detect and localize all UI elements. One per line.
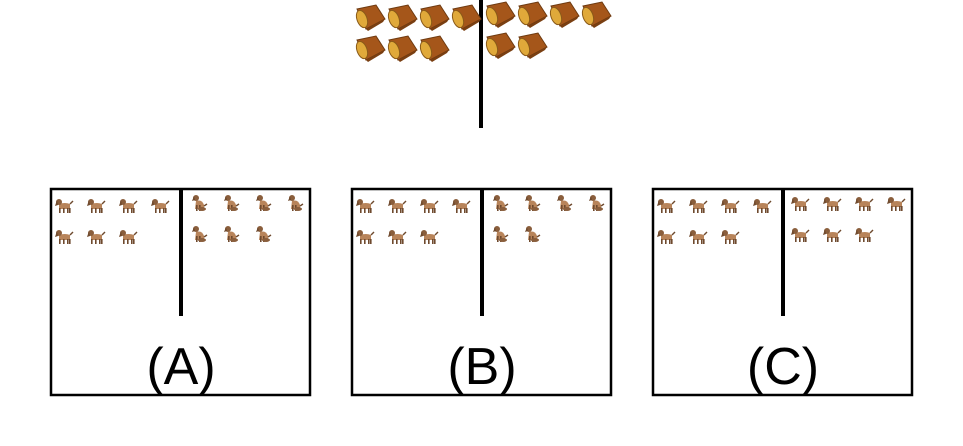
prompt-left-group [353, 4, 482, 63]
answer-options: (A) (B) (C) [49, 187, 914, 397]
option-label: (B) [447, 338, 516, 396]
log-icon [353, 35, 386, 63]
log-icon [547, 1, 580, 29]
log-icon [483, 1, 516, 29]
log-icon [417, 4, 450, 32]
option-label: (A) [146, 338, 215, 396]
prompt-right-group [483, 1, 612, 60]
log-icon [579, 1, 612, 29]
option-panel[interactable]: (A) [49, 187, 312, 397]
prompt-panel [353, 0, 612, 128]
log-icon [417, 35, 450, 63]
log-icon [515, 1, 548, 29]
option-label: (C) [747, 338, 819, 396]
option-panel[interactable]: (B) [350, 187, 613, 397]
log-icon [385, 4, 418, 32]
log-icon [385, 35, 418, 63]
log-icon [483, 32, 516, 60]
log-icon [515, 32, 548, 60]
option-panel[interactable]: (C) [651, 187, 914, 397]
log-icon [449, 4, 482, 32]
log-icon [353, 4, 386, 32]
